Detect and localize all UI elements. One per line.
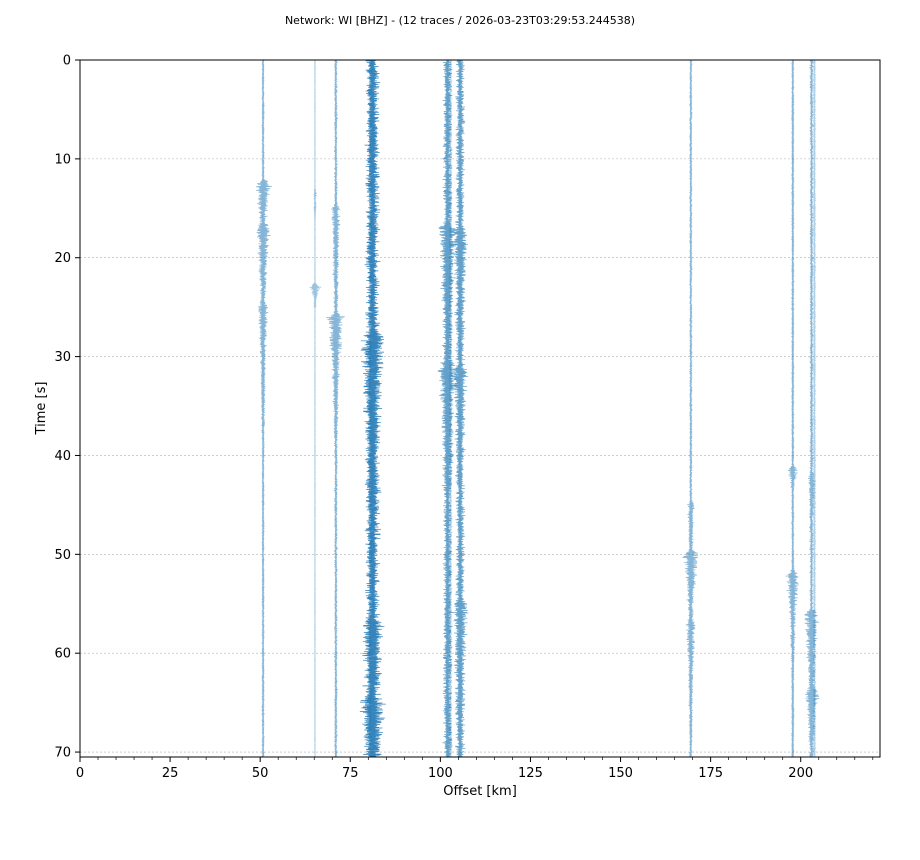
trace-9 <box>804 59 820 758</box>
x-tick-label: 150 <box>608 766 633 781</box>
y-axis: 0 10 20 30 40 50 60 70 <box>54 54 80 761</box>
trace-4 <box>359 59 386 758</box>
y-tick-label: 20 <box>54 251 71 266</box>
x-tick-label: 0 <box>76 766 84 781</box>
x-axis: 0 25 50 75 100 125 150 175 200 <box>76 757 874 781</box>
trace-5 <box>437 59 458 758</box>
trace-3 <box>326 59 345 758</box>
trace-2 <box>309 59 322 758</box>
trace-11 <box>368 59 373 758</box>
x-tick-label: 200 <box>788 766 813 781</box>
plot-frame <box>79 59 881 758</box>
x-tick-label: 25 <box>162 766 179 781</box>
chart-title: Network: WI [BHZ] - (12 traces / 2026-03… <box>285 14 635 27</box>
x-axis-label: Offset [km] <box>443 784 517 799</box>
traces <box>255 59 820 758</box>
y-axis-label: Time [s] <box>34 382 49 436</box>
x-tick-label: 175 <box>698 766 723 781</box>
trace-7 <box>682 59 699 758</box>
y-tick-label: 40 <box>54 449 71 464</box>
trace-6 <box>451 59 469 758</box>
x-tick-label: 100 <box>428 766 453 781</box>
trace-8 <box>785 59 799 758</box>
trace-10 <box>448 59 453 758</box>
y-tick-label: 70 <box>54 746 71 761</box>
y-tick-label: 10 <box>54 152 71 167</box>
trace-1 <box>255 59 273 758</box>
y-tick-label: 30 <box>54 350 71 365</box>
x-tick-label: 50 <box>252 766 269 781</box>
y-tick-label: 50 <box>54 548 71 563</box>
y-tick-label: 0 <box>63 54 71 69</box>
x-tick-label: 75 <box>342 766 359 781</box>
trace-12 <box>812 59 817 758</box>
y-tick-label: 60 <box>54 647 71 662</box>
grid-lines <box>80 59 880 753</box>
x-tick-label: 125 <box>518 766 543 781</box>
